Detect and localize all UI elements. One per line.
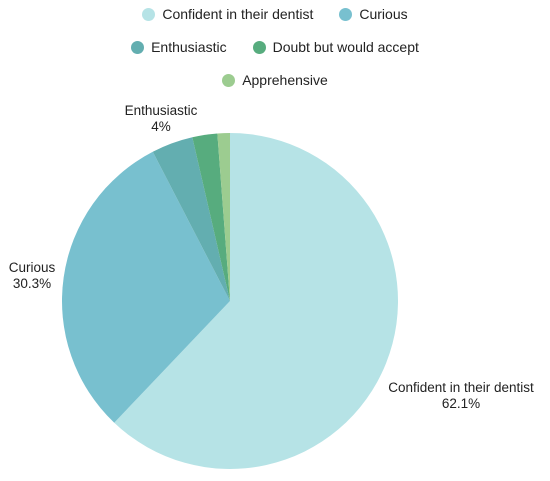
data-label-enthusiastic-name: Enthusiastic bbox=[125, 103, 198, 118]
legend-label-doubt: Doubt but would accept bbox=[272, 39, 419, 55]
data-label-confident-name: Confident in their dentist bbox=[388, 380, 534, 395]
legend-item-doubt[interactable]: Doubt but would accept bbox=[252, 39, 419, 55]
legend-swatch-enthusiastic bbox=[131, 40, 145, 54]
pie-slice-apprehensive[interactable] bbox=[217, 133, 230, 301]
legend-swatch-confident bbox=[142, 7, 156, 21]
legend-item-curious[interactable]: Curious bbox=[339, 6, 408, 22]
legend-label-curious: Curious bbox=[359, 6, 408, 22]
legend-row-1: Confident in their dentist Curious bbox=[0, 6, 550, 22]
legend-item-confident[interactable]: Confident in their dentist bbox=[142, 6, 313, 22]
data-label-curious-name: Curious bbox=[9, 260, 56, 275]
legend-item-apprehensive[interactable]: Apprehensive bbox=[222, 72, 328, 88]
pie-slice-confident-in-their-dentist[interactable] bbox=[114, 133, 399, 470]
legend-swatch-doubt bbox=[252, 40, 266, 54]
legend-row-2: Enthusiastic Doubt but would accept bbox=[0, 39, 550, 55]
legend-swatch-apprehensive bbox=[222, 73, 236, 87]
pie-slice-enthusiastic[interactable] bbox=[152, 137, 230, 301]
legend-item-enthusiastic[interactable]: Enthusiastic bbox=[131, 39, 227, 55]
legend-label-enthusiastic: Enthusiastic bbox=[151, 39, 227, 55]
pie-slice-curious[interactable] bbox=[61, 151, 230, 423]
legend-row-3: Apprehensive bbox=[0, 72, 550, 88]
legend-label-apprehensive: Apprehensive bbox=[242, 72, 328, 88]
legend-swatch-curious bbox=[339, 7, 353, 21]
data-label-enthusiastic-value: 4% bbox=[151, 119, 171, 134]
pie-slices bbox=[61, 133, 399, 470]
data-label-confident-value: 62.1% bbox=[442, 396, 480, 411]
pie-slice-doubt-but-would-accept[interactable] bbox=[192, 133, 230, 301]
data-label-curious-value: 30.3% bbox=[13, 276, 51, 291]
legend-label-confident: Confident in their dentist bbox=[162, 6, 314, 22]
pie-data-labels: Confident in their dentist 62.1% Curious… bbox=[9, 103, 534, 411]
